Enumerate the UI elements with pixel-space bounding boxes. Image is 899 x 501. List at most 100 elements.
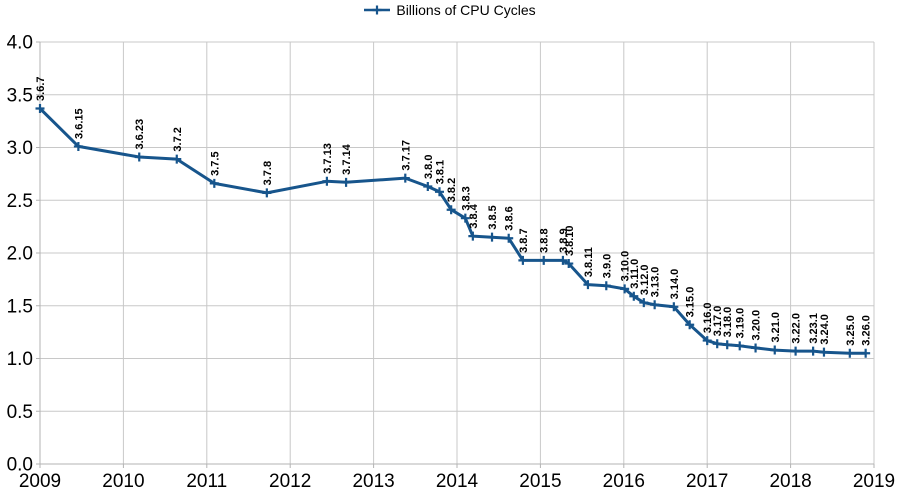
data-point-marker [808, 346, 818, 356]
data-point-label: 3.6.15 [73, 108, 85, 139]
x-axis-tick-label: 2012 [269, 471, 311, 492]
data-point-marker [172, 154, 182, 164]
data-point-label: 3.6.7 [35, 76, 47, 100]
data-point-marker [423, 182, 433, 192]
y-axis-tick-label: 0.0 [7, 455, 33, 476]
data-point-marker [702, 336, 712, 346]
data-point-marker [400, 173, 410, 183]
data-point-label: 3.7.14 [341, 143, 353, 174]
x-axis-tick-label: 2014 [436, 471, 479, 492]
data-point-label: 3.18.0 [722, 307, 734, 338]
data-point-label: 3.26.0 [861, 315, 873, 346]
data-point-marker [791, 346, 801, 356]
x-axis-tick-label: 2016 [603, 471, 645, 492]
y-axis-tick-label: 3.5 [7, 85, 33, 106]
data-point-label: 3.15.0 [685, 287, 697, 318]
x-axis-tick-label: 2015 [519, 471, 561, 492]
data-point-marker [558, 255, 568, 265]
data-point-label: 3.25.0 [845, 315, 857, 346]
data-point-label: 3.8.9 [558, 228, 570, 252]
data-point-label: 3.24.0 [819, 314, 831, 345]
y-axis-tick-label: 4.0 [7, 33, 33, 54]
x-axis-tick-label: 2010 [102, 471, 144, 492]
x-axis-tick-label: 2011 [186, 471, 227, 492]
data-point-marker [539, 255, 549, 265]
data-point-marker [468, 231, 478, 241]
data-point-marker [504, 233, 514, 243]
data-point-label: 3.20.0 [751, 310, 763, 341]
data-point-marker [583, 280, 593, 290]
data-point-label: 3.8.10 [564, 225, 576, 256]
data-point-label: 3.8.0 [423, 155, 435, 179]
data-point-label: 3.8.5 [487, 205, 499, 229]
legend-line-marker-icon [364, 5, 391, 15]
data-point-marker [629, 291, 639, 301]
data-point-label: 3.8.11 [583, 247, 595, 277]
data-point-label: 3.14.0 [669, 269, 681, 300]
data-point-marker [669, 302, 679, 312]
data-point-label: 3.8.1 [434, 160, 446, 184]
data-point-label: 3.8.4 [468, 203, 480, 228]
data-point-marker [685, 320, 695, 330]
data-point-label: 3.8.3 [460, 186, 472, 210]
data-point-label: 3.9.0 [601, 254, 613, 278]
data-point-label: 3.19.0 [735, 308, 747, 339]
y-axis-tick-label: 2.5 [7, 191, 33, 212]
data-point-marker [845, 348, 855, 358]
data-point-label: 3.7.13 [322, 143, 334, 174]
data-point-marker [639, 298, 649, 308]
data-point-marker [601, 281, 611, 291]
data-point-marker [341, 177, 351, 187]
x-axis-tick-label: 2009 [19, 471, 61, 492]
data-point-label: 3.6.23 [134, 119, 146, 150]
data-point-marker [434, 187, 444, 197]
y-axis-tick-label: 1.0 [7, 349, 33, 370]
data-point-marker [735, 341, 745, 351]
data-point-marker [564, 259, 574, 269]
data-point-marker [518, 255, 528, 265]
data-point-label: 3.22.0 [791, 313, 803, 344]
data-point-marker [819, 347, 829, 357]
y-axis-tick-label: 0.5 [7, 402, 33, 423]
data-point-marker [262, 188, 272, 198]
x-axis-tick-label: 2013 [352, 471, 394, 492]
data-point-marker [861, 348, 871, 358]
data-point-label: 3.11.0 [629, 259, 641, 289]
data-point-label: 3.7.8 [262, 161, 274, 185]
data-point-label: 3.17.0 [712, 306, 724, 337]
data-point-marker [722, 340, 732, 350]
data-point-marker [770, 345, 780, 355]
data-point-marker [446, 205, 456, 215]
data-point-marker [712, 339, 722, 349]
x-axis-tick-label: 2018 [769, 471, 811, 492]
data-point-label: 3.8.2 [446, 178, 458, 202]
data-point-marker [620, 284, 630, 294]
x-axis-tick-label: 2019 [853, 471, 895, 492]
data-point-marker [460, 213, 470, 223]
data-point-marker [134, 152, 144, 162]
data-point-label: 3.12.0 [639, 264, 651, 295]
data-point-marker [751, 343, 761, 353]
data-point-label: 3.13.0 [650, 267, 662, 298]
data-point-label: 3.8.7 [518, 228, 530, 252]
data-point-marker [73, 141, 83, 151]
data-point-marker [487, 232, 497, 242]
y-axis-tick-label: 1.5 [7, 296, 33, 317]
legend-label: Billions of CPU Cycles [396, 2, 536, 18]
y-axis-tick-label: 3.0 [7, 138, 33, 159]
data-point-label: 3.8.8 [539, 228, 551, 252]
chart-legend: Billions of CPU Cycles [0, 2, 899, 18]
y-axis-tick-label: 2.0 [7, 244, 33, 265]
x-axis-tick-label: 2017 [686, 471, 728, 492]
data-point-marker [322, 176, 332, 186]
data-point-label: 3.8.6 [504, 206, 516, 230]
data-point-label: 3.23.1 [808, 313, 820, 344]
data-point-marker [35, 103, 45, 113]
data-point-marker [209, 178, 219, 188]
data-point-label: 3.7.2 [172, 127, 184, 151]
data-point-label: 3.7.17 [400, 140, 412, 171]
data-point-label: 3.10.0 [620, 251, 632, 282]
data-point-label: 3.16.0 [702, 302, 714, 333]
